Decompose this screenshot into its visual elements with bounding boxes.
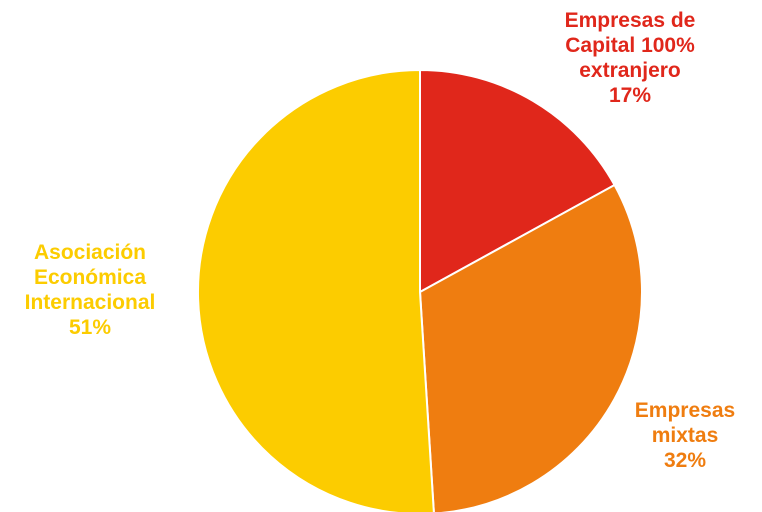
slice-label-extranjero-pct: 17% bbox=[608, 84, 652, 107]
slice-label-mixtas-line-2: mixtas bbox=[651, 424, 719, 447]
pie-slice-asociacion bbox=[197, 68, 435, 512]
pie-slice-mixtas bbox=[418, 183, 643, 512]
slice-label-extranjero-line-3: extranjero bbox=[579, 59, 681, 82]
slice-label-extranjero-line-2: Capital 100% bbox=[565, 34, 695, 57]
slice-label-asociacion-line-2: Económica bbox=[33, 266, 147, 289]
slice-label-extranjero: Empresas de Capital 100% extranjero 17% bbox=[525, 8, 735, 108]
slice-label-asociacion-pct: 51% bbox=[68, 316, 112, 339]
slice-label-mixtas-line-1: Empresas bbox=[634, 399, 736, 422]
slice-label-extranjero-line-1: Empresas de bbox=[564, 9, 696, 32]
slice-label-mixtas-pct: 32% bbox=[663, 449, 707, 472]
slice-label-asociacion: Asociación Económica Internacional 51% bbox=[2, 240, 178, 340]
slice-label-mixtas: Empresas mixtas 32% bbox=[610, 398, 760, 473]
pie-slices bbox=[197, 68, 643, 512]
pie-slice-extranjero bbox=[419, 68, 616, 294]
slice-label-asociacion-line-1: Asociación bbox=[33, 241, 147, 264]
slice-label-asociacion-line-3: Internacional bbox=[24, 291, 156, 314]
